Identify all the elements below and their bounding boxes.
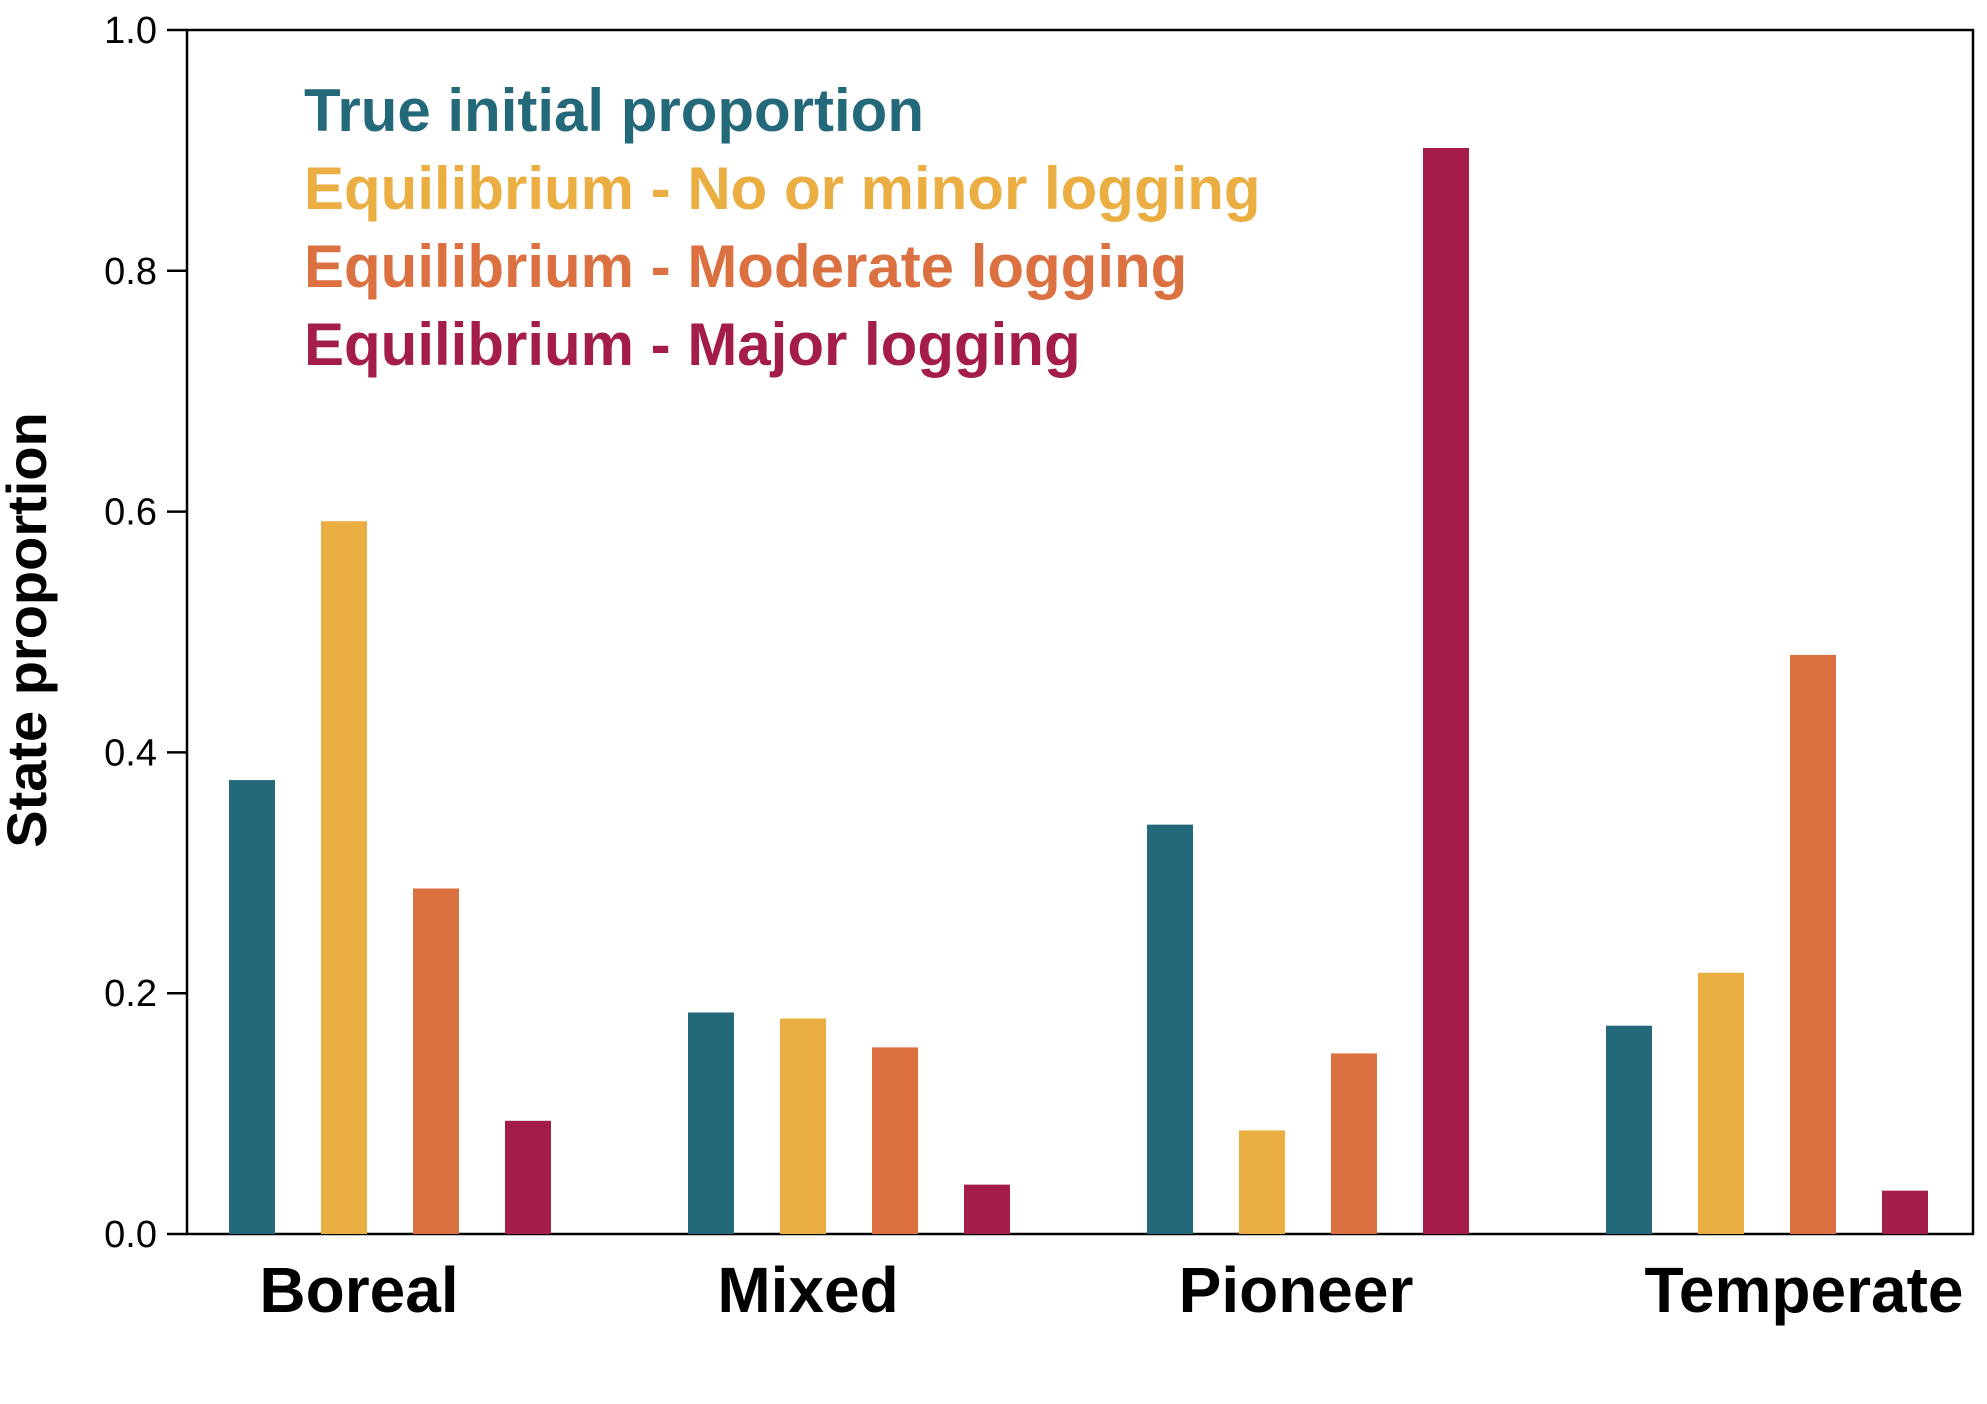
bar-temperate-series-2 — [1698, 972, 1744, 1234]
bar-temperate-series-4 — [1882, 1190, 1928, 1234]
bar-pioneer-series-2 — [1239, 1130, 1285, 1234]
legend: True initial proportion Equilibrium - No … — [304, 77, 1261, 378]
bar-boreal-series-1 — [229, 780, 275, 1234]
bar-boreal-series-2 — [321, 521, 367, 1234]
legend-entry: Equilibrium - No or minor logging — [304, 155, 1261, 222]
bar-pioneer-series-4 — [1423, 147, 1469, 1235]
bar-pioneer-series-1 — [1147, 824, 1193, 1234]
plot-border — [185, 28, 1975, 1236]
bar-mixed-series-4 — [964, 1184, 1010, 1234]
bar-temperate-series-1 — [1606, 1025, 1652, 1234]
x-axis: Boreal Mixed Pioneer Temperate — [259, 1254, 1963, 1326]
y-tick-label: 0.8 — [104, 251, 157, 293]
x-category-label: Temperate — [1645, 1254, 1964, 1326]
bar-mixed-series-3 — [872, 1047, 918, 1234]
bar-pioneer-series-3 — [1331, 1053, 1377, 1234]
y-tick-label: 0.0 — [104, 1214, 157, 1256]
plot-frame — [185, 28, 1975, 1236]
y-tick-label: 0.4 — [104, 732, 157, 774]
bars — [229, 147, 1928, 1235]
y-tick-label: 1.0 — [104, 10, 157, 52]
legend-entry: Equilibrium - Moderate logging — [304, 233, 1187, 300]
legend-entry: True initial proportion — [304, 77, 924, 144]
x-category-label: Pioneer — [1179, 1254, 1414, 1326]
y-tick-label: 0.6 — [104, 492, 157, 534]
y-axis-title: State proportion — [0, 412, 58, 848]
x-category-label: Boreal — [259, 1254, 458, 1326]
bar-temperate-series-3 — [1790, 654, 1836, 1234]
y-tick-label: 0.2 — [104, 973, 157, 1015]
bar-mixed-series-2 — [780, 1018, 826, 1234]
y-axis: 0.0 0.2 0.4 0.6 0.8 1.0 — [104, 10, 187, 1256]
bar-boreal-series-4 — [505, 1120, 551, 1234]
x-category-label: Mixed — [717, 1254, 898, 1326]
bar-boreal-series-3 — [413, 888, 459, 1234]
legend-entry: Equilibrium - Major logging — [304, 311, 1081, 378]
bar-mixed-series-1 — [688, 1012, 734, 1234]
